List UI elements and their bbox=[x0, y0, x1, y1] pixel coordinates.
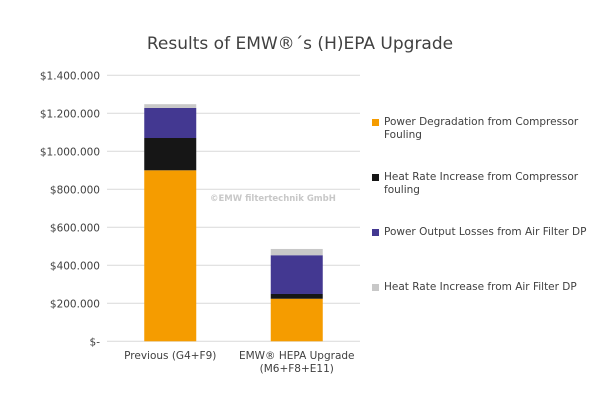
bar-segment bbox=[144, 170, 197, 342]
bar-segment bbox=[144, 104, 197, 108]
bar-segment bbox=[270, 293, 323, 299]
legend-swatch bbox=[372, 229, 379, 236]
bar-segment bbox=[270, 248, 323, 256]
legend-label: Heat Rate Increase from Air Filter DP bbox=[384, 281, 577, 293]
chart-title: Results of EMW®´s (H)EPA Upgrade bbox=[146, 34, 454, 54]
legend-item: Heat Rate Increase from Compressor fouli… bbox=[372, 171, 600, 197]
bar-segment bbox=[270, 255, 323, 294]
y-tick-label: $1.000.000 bbox=[40, 146, 100, 158]
legend-swatch bbox=[372, 119, 379, 126]
legend-item: Heat Rate Increase from Air Filter DP bbox=[372, 281, 600, 294]
legend-swatch bbox=[372, 284, 379, 291]
x-tick-label: EMW® HEPA Upgrade (M6+F8+E11) bbox=[238, 350, 355, 375]
y-tick-label: $800.000 bbox=[50, 184, 100, 196]
y-tick-label: $- bbox=[90, 336, 101, 348]
legend-label: Power Output Losses from Air Filter DP bbox=[384, 226, 587, 238]
y-tick-label: $600.000 bbox=[50, 222, 100, 234]
legend-swatch bbox=[372, 174, 379, 181]
legend-label: Heat Rate Increase from Compressor fouli… bbox=[384, 171, 579, 196]
bar-segment bbox=[270, 298, 323, 342]
x-tick-label: Previous (G4+F9) bbox=[124, 350, 217, 362]
y-tick-label: $1.400.000 bbox=[40, 70, 100, 82]
legend-label: Power Degradation from Compressor Foulin… bbox=[384, 116, 579, 141]
bar-segment bbox=[144, 138, 197, 171]
bar-segment bbox=[144, 107, 197, 138]
y-tick-label: $400.000 bbox=[50, 260, 100, 272]
legend-item: Power Degradation from Compressor Foulin… bbox=[372, 116, 600, 142]
legend-item: Power Output Losses from Air Filter DP bbox=[372, 226, 600, 239]
watermark: ©EMW filtertechnik GmbH bbox=[210, 194, 336, 204]
y-tick-label: $1.200.000 bbox=[40, 108, 100, 120]
y-tick-label: $200.000 bbox=[50, 298, 100, 310]
